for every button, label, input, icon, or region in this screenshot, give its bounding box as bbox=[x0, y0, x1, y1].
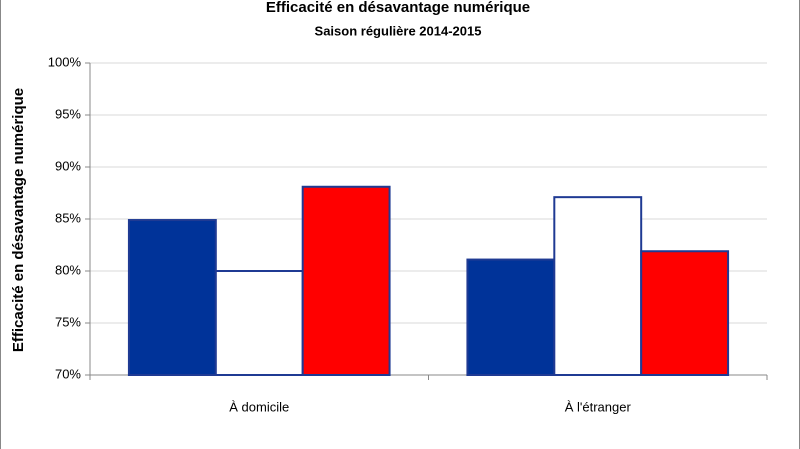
y-tick-label: 90% bbox=[55, 158, 81, 173]
x-tick-label: À domicile bbox=[229, 399, 289, 414]
y-tick-label: 85% bbox=[55, 210, 81, 225]
y-tick-label: 70% bbox=[55, 366, 81, 381]
y-axis-label: Efficacité en désavantage numérique bbox=[10, 88, 27, 352]
y-tick-label: 75% bbox=[55, 314, 81, 329]
chart-subtitle: Saison régulière 2014-2015 bbox=[315, 23, 482, 38]
x-tick-label: À l'étranger bbox=[565, 399, 632, 414]
y-tick-label: 100% bbox=[48, 54, 82, 69]
bar bbox=[127, 219, 217, 376]
y-tick-label: 95% bbox=[55, 106, 81, 121]
y-tick-label: 80% bbox=[55, 262, 81, 277]
bar bbox=[466, 258, 556, 376]
bar bbox=[553, 196, 643, 376]
bar bbox=[301, 185, 391, 376]
bar bbox=[640, 250, 730, 377]
bar bbox=[214, 270, 304, 376]
chart-title: Efficacité en désavantage numérique bbox=[266, 0, 530, 16]
